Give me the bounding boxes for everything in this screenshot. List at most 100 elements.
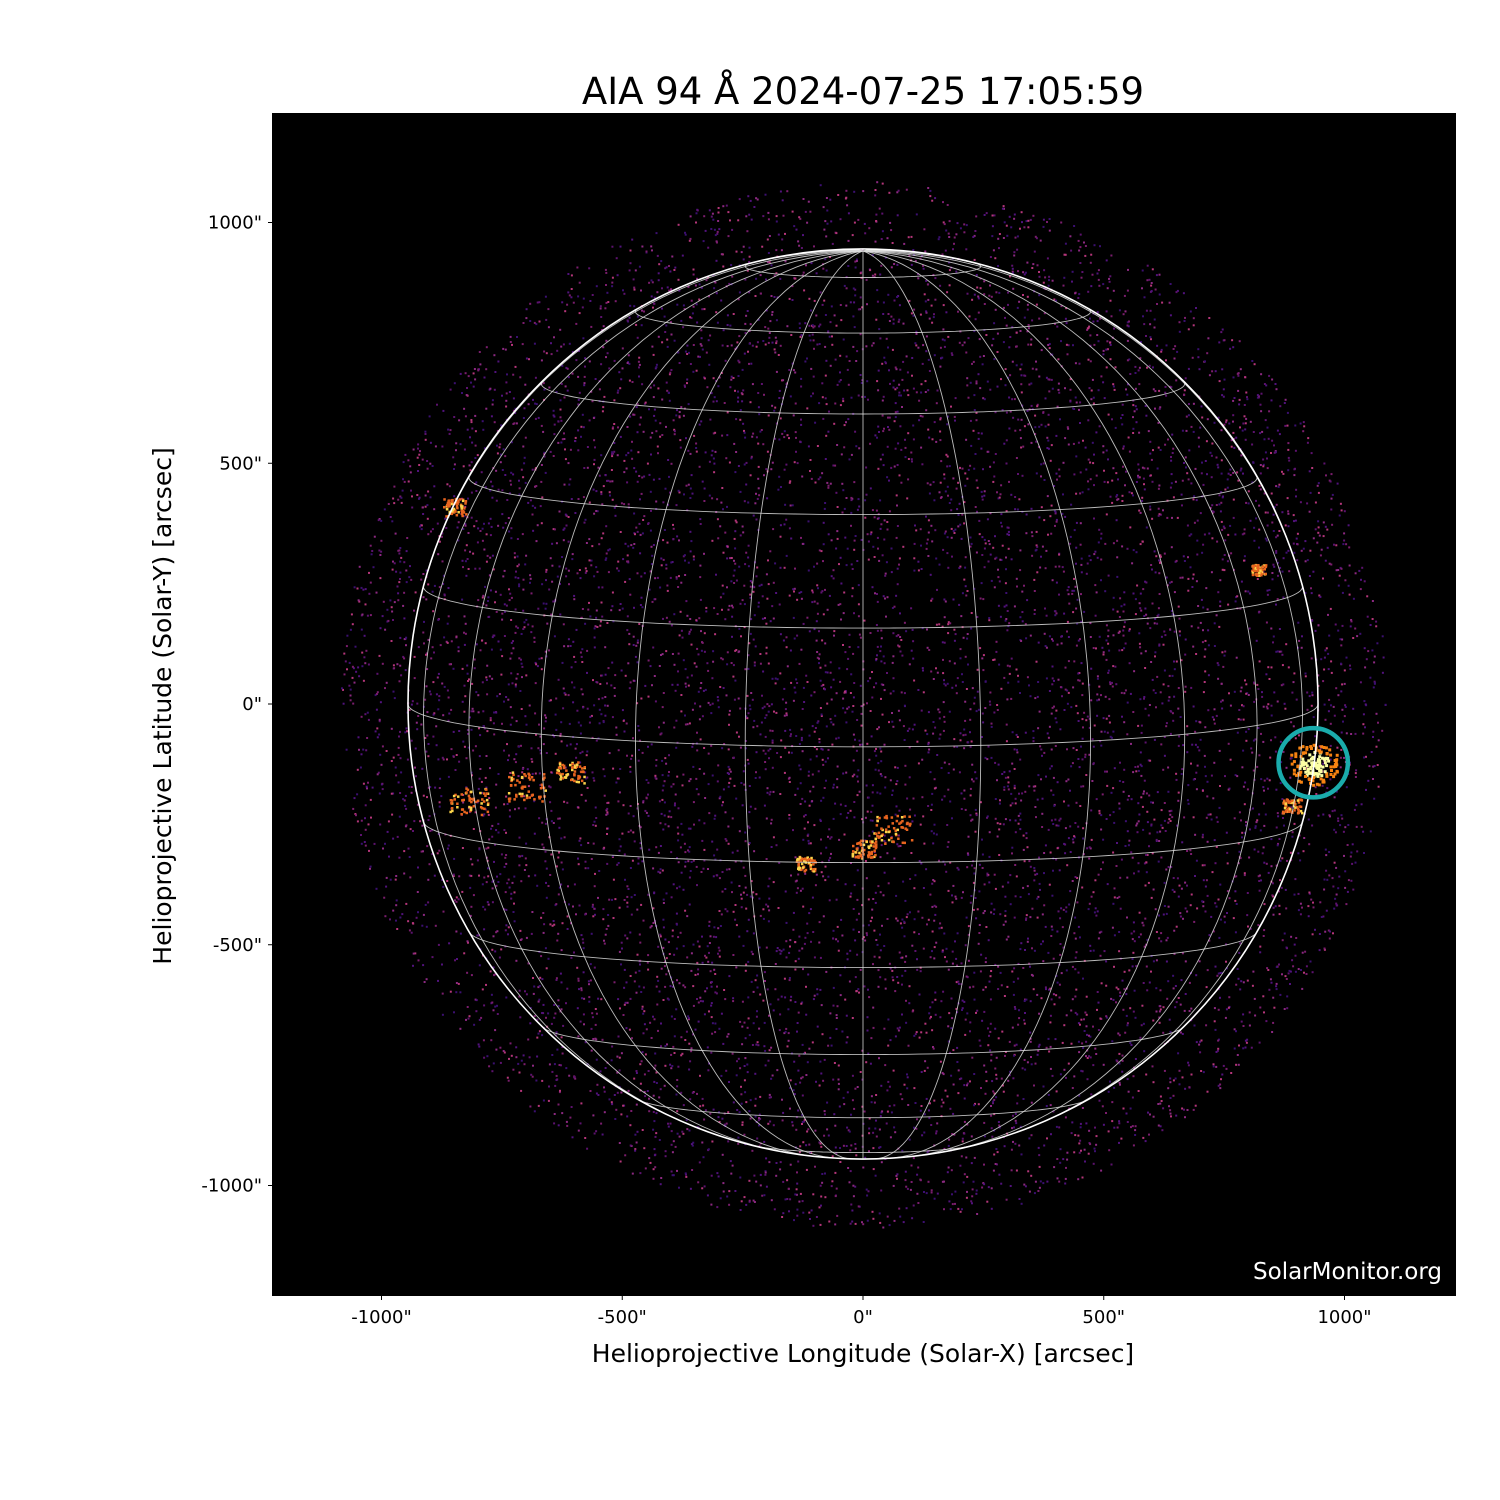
emission-pixel: [806, 1061, 809, 1064]
emission-pixel: [1323, 878, 1326, 881]
emission-pixel: [390, 760, 393, 762]
emission-pixel: [394, 878, 397, 881]
emission-pixel: [1246, 1038, 1249, 1041]
emission-pixel: [529, 574, 532, 577]
emission-pixel: [1161, 301, 1164, 304]
emission-pixel: [437, 553, 440, 556]
emission-pixel: [1052, 957, 1055, 960]
emission-pixel: [1311, 691, 1314, 694]
emission-pixel: [1105, 717, 1108, 720]
emission-pixel: [1173, 952, 1176, 955]
emission-pixel: [620, 502, 623, 505]
emission-pixel: [1055, 518, 1058, 521]
emission-pixel: [601, 674, 604, 677]
emission-pixel: [584, 365, 586, 368]
emission-pixel: [652, 922, 655, 924]
emission-pixel: [398, 815, 401, 818]
emission-pixel: [747, 825, 750, 828]
emission-pixel: [743, 429, 745, 432]
emission-pixel: [1296, 532, 1299, 535]
emission-pixel: [665, 650, 668, 653]
emission-pixel: [698, 423, 701, 426]
emission-pixel: [1048, 725, 1051, 728]
emission-pixel: [447, 719, 450, 722]
emission-pixel: [622, 804, 625, 807]
emission-pixel: [373, 535, 376, 538]
emission-pixel: [953, 628, 956, 631]
emission-pixel: [1252, 739, 1255, 742]
emission-pixel: [714, 450, 717, 453]
emission-pixel: [495, 931, 498, 934]
emission-pixel: [1060, 305, 1063, 308]
emission-pixel: [665, 973, 668, 976]
emission-pixel: [1205, 816, 1208, 819]
emission-pixel: [1242, 422, 1245, 425]
emission-pixel: [1146, 854, 1149, 856]
emission-pixel: [1184, 881, 1187, 884]
emission-pixel: [1060, 340, 1062, 343]
emission-pixel: [436, 403, 438, 406]
emission-pixel: [1220, 918, 1222, 921]
emission-pixel: [780, 950, 783, 953]
emission-pixel: [962, 1181, 965, 1184]
emission-pixel: [995, 556, 998, 559]
emission-pixel: [559, 582, 561, 585]
emission-pixel: [471, 707, 474, 710]
emission-pixel: [903, 621, 906, 624]
emission-pixel: [369, 614, 372, 617]
emission-pixel: [415, 721, 418, 724]
emission-pixel: [1236, 968, 1239, 970]
emission-pixel: [470, 419, 473, 421]
emission-pixel: [716, 985, 718, 988]
emission-pixel: [1176, 516, 1179, 519]
emission-pixel: [588, 538, 591, 541]
emission-pixel: [854, 1143, 857, 1145]
emission-pixel: [687, 1015, 690, 1018]
emission-pixel: [529, 499, 532, 502]
emission-pixel: [466, 672, 469, 675]
emission-pixel: [1282, 596, 1285, 599]
emission-pixel: [424, 737, 427, 739]
emission-pixel: [699, 996, 702, 999]
emission-pixel: [1141, 496, 1144, 499]
emission-pixel: [751, 435, 754, 438]
emission-pixel: [1333, 543, 1335, 546]
emission-pixel: [959, 565, 962, 568]
emission-pixel: [1162, 1006, 1165, 1009]
emission-pixel: [742, 531, 745, 534]
emission-pixel: [595, 1038, 598, 1041]
emission-pixel: [553, 1063, 556, 1066]
emission-pixel: [1324, 848, 1327, 851]
emission-pixel: [756, 566, 759, 569]
emission-pixel: [1032, 730, 1035, 733]
emission-pixel: [951, 817, 953, 820]
emission-pixel: [906, 1073, 908, 1076]
emission-pixel: [1187, 367, 1190, 370]
emission-pixel: [1042, 225, 1045, 228]
emission-pixel: [1049, 1104, 1052, 1107]
emission-pixel: [831, 335, 833, 338]
emission-pixel: [542, 1099, 545, 1102]
emission-pixel: [680, 694, 683, 696]
emission-pixel: [839, 556, 842, 559]
emission-pixel: [1011, 731, 1014, 734]
emission-pixel: [1006, 698, 1009, 701]
emission-pixel: [923, 1191, 925, 1193]
emission-pixel: [821, 382, 824, 385]
emission-pixel: [1240, 819, 1242, 822]
emission-pixel: [1042, 218, 1045, 221]
emission-pixel: [959, 466, 961, 469]
emission-pixel: [665, 762, 668, 765]
emission-pixel: [611, 1045, 614, 1048]
emission-pixel: [471, 774, 473, 777]
emission-pixel: [1282, 817, 1284, 819]
emission-pixel: [545, 352, 548, 355]
emission-pixel: [744, 886, 747, 889]
emission-pixel: [714, 281, 717, 284]
emission-pixel: [1207, 337, 1210, 340]
emission-pixel: [368, 849, 370, 852]
emission-pixel: [375, 708, 378, 711]
emission-pixel: [611, 455, 614, 458]
emission-pixel: [1106, 348, 1109, 351]
emission-pixel: [1158, 1021, 1161, 1024]
